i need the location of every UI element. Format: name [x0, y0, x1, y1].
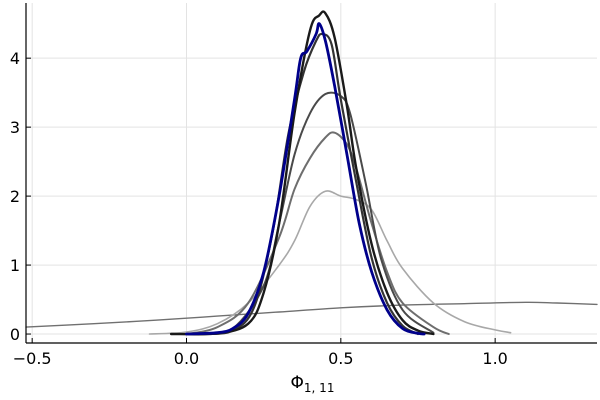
x-tick-label-3: 1.0: [482, 349, 507, 368]
axes: [25, 3, 597, 344]
density-series-7: [185, 22, 426, 336]
x-axis-label-subscript: 1, 11: [304, 381, 335, 395]
x-tick-label-2: 0.5: [328, 349, 353, 368]
y-tick-label-4: 4: [10, 49, 20, 68]
x-axis-label: Φ1, 11: [291, 373, 335, 395]
density-series-1: [25, 301, 598, 328]
series-group: [25, 10, 598, 336]
y-tick-label-1: 1: [10, 256, 20, 275]
density-series-4: [200, 91, 435, 335]
y-tick-label-0: 0: [10, 325, 20, 344]
y-tick-label-3: 3: [10, 118, 20, 137]
x-tick-label-1: 0.0: [174, 349, 199, 368]
density-series-6: [169, 10, 435, 336]
x-axis-label-main: Φ: [291, 373, 304, 393]
x-tick-label-0: −0.5: [13, 349, 52, 368]
grid: [26, 3, 597, 343]
density-series-3: [185, 131, 450, 335]
y-tick-label-2: 2: [10, 187, 20, 206]
density-series-2: [148, 190, 512, 335]
ticks: −0.5 0.0 0.5 1.0 0 1 2 3 4: [10, 49, 508, 368]
